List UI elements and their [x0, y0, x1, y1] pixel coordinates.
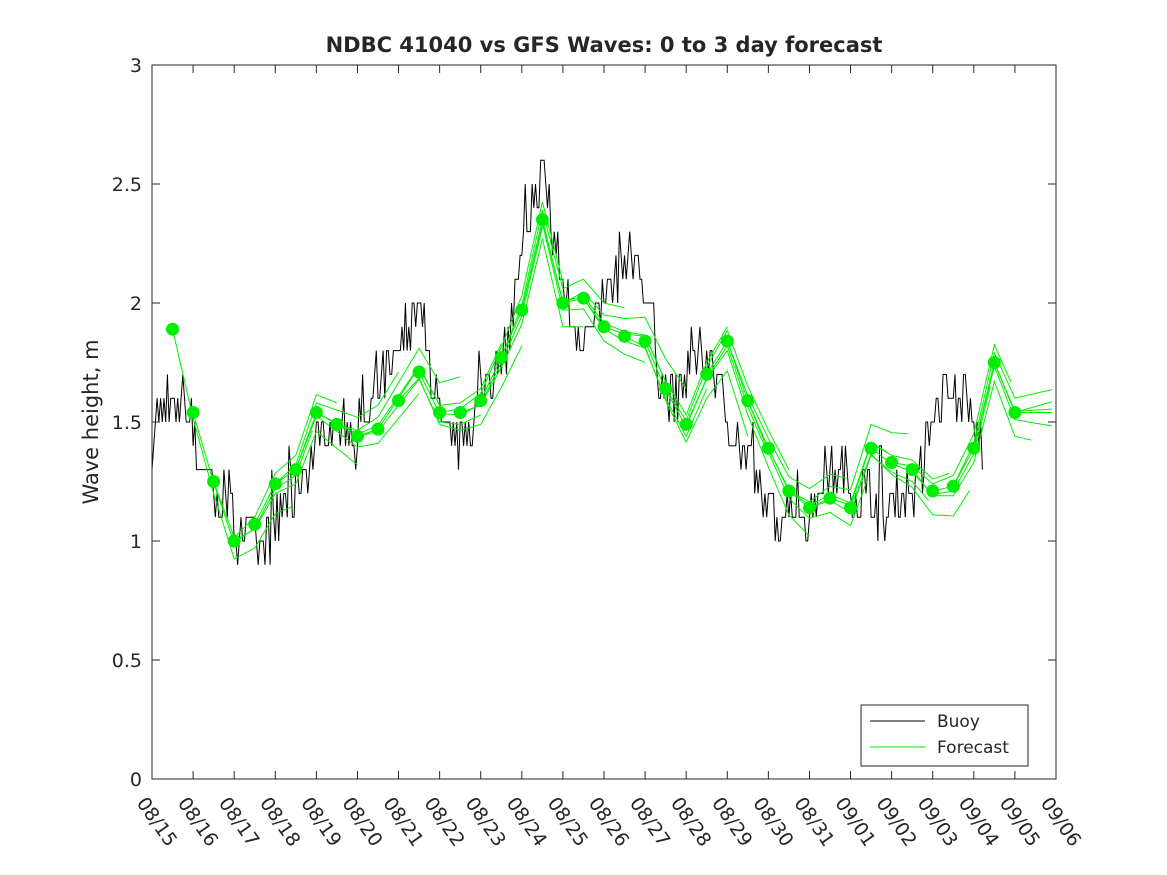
forecast-marker	[659, 382, 673, 396]
forecast-marker	[1008, 406, 1022, 419]
forecast-marker	[761, 441, 775, 455]
forecast-marker	[453, 406, 467, 419]
forecast-marker	[987, 356, 1001, 369]
forecast-marker	[638, 334, 652, 348]
forecast-marker	[926, 484, 940, 498]
forecast-marker	[268, 477, 282, 491]
forecast-marker	[905, 463, 919, 477]
forecast-marker	[392, 394, 405, 408]
forecast-marker	[679, 417, 693, 431]
forecast-marker	[494, 351, 508, 365]
forecast-marker	[618, 329, 631, 343]
legend-box	[860, 704, 1029, 767]
forecast-marker	[946, 479, 960, 493]
forecast-marker	[207, 475, 221, 488]
forecast-marker	[700, 367, 714, 381]
forecast-marker	[166, 322, 179, 336]
y-tick-label: 1.5	[112, 412, 142, 434]
y-tick-label: 2	[130, 293, 142, 315]
forecast-marker	[289, 463, 303, 477]
forecast-marker	[741, 394, 755, 408]
forecast-marker	[371, 422, 385, 436]
forecast-run-line	[993, 362, 1052, 412]
forecast-marker	[248, 517, 262, 531]
forecast-markers	[166, 213, 1022, 548]
forecast-marker	[577, 291, 590, 305]
forecast-marker	[844, 501, 857, 515]
forecast-marker	[782, 484, 796, 498]
forecast-marker	[535, 213, 549, 227]
forecast-marker	[227, 534, 241, 548]
forecast-marker	[186, 406, 200, 419]
forecast-marker	[515, 303, 529, 317]
forecast-marker	[330, 417, 344, 431]
forecast-marker	[823, 491, 837, 505]
forecast-run-line	[726, 340, 847, 490]
forecast-marker	[864, 441, 878, 455]
forecast-marker	[351, 429, 364, 443]
forecast-marker	[967, 441, 981, 455]
y-tick-label: 0.5	[112, 650, 142, 672]
forecast-marker	[433, 406, 447, 419]
buoy-line	[151, 159, 983, 565]
forecast-run-line	[850, 453, 971, 517]
forecast-marker	[556, 296, 570, 310]
legend: Buoy Forecast	[860, 704, 1029, 767]
forecast-marker	[309, 406, 323, 419]
chart-title: NDBC 41040 vs GFS Waves: 0 to 3 day fore…	[326, 33, 883, 57]
buoy-series	[151, 159, 983, 565]
legend-buoy-label: Buoy	[937, 712, 980, 732]
forecast-marker	[803, 501, 816, 515]
y-tick-label: 0	[130, 769, 142, 791]
forecast-marker	[597, 320, 611, 334]
legend-forecast-label: Forecast	[937, 738, 1009, 758]
y-tick-label: 3	[130, 55, 142, 77]
y-tick-label: 1	[130, 531, 142, 553]
forecast-marker	[412, 365, 426, 379]
forecast-marker	[474, 394, 488, 408]
plot-area	[152, 65, 1056, 779]
y-axis-label: Wave height, m	[79, 339, 103, 504]
y-axis: 0 0.5 1 1.5 2 2.5 3	[112, 55, 1056, 791]
y-tick-label: 2.5	[112, 174, 142, 196]
forecast-marker	[885, 456, 899, 469]
forecast-marker	[720, 334, 734, 348]
